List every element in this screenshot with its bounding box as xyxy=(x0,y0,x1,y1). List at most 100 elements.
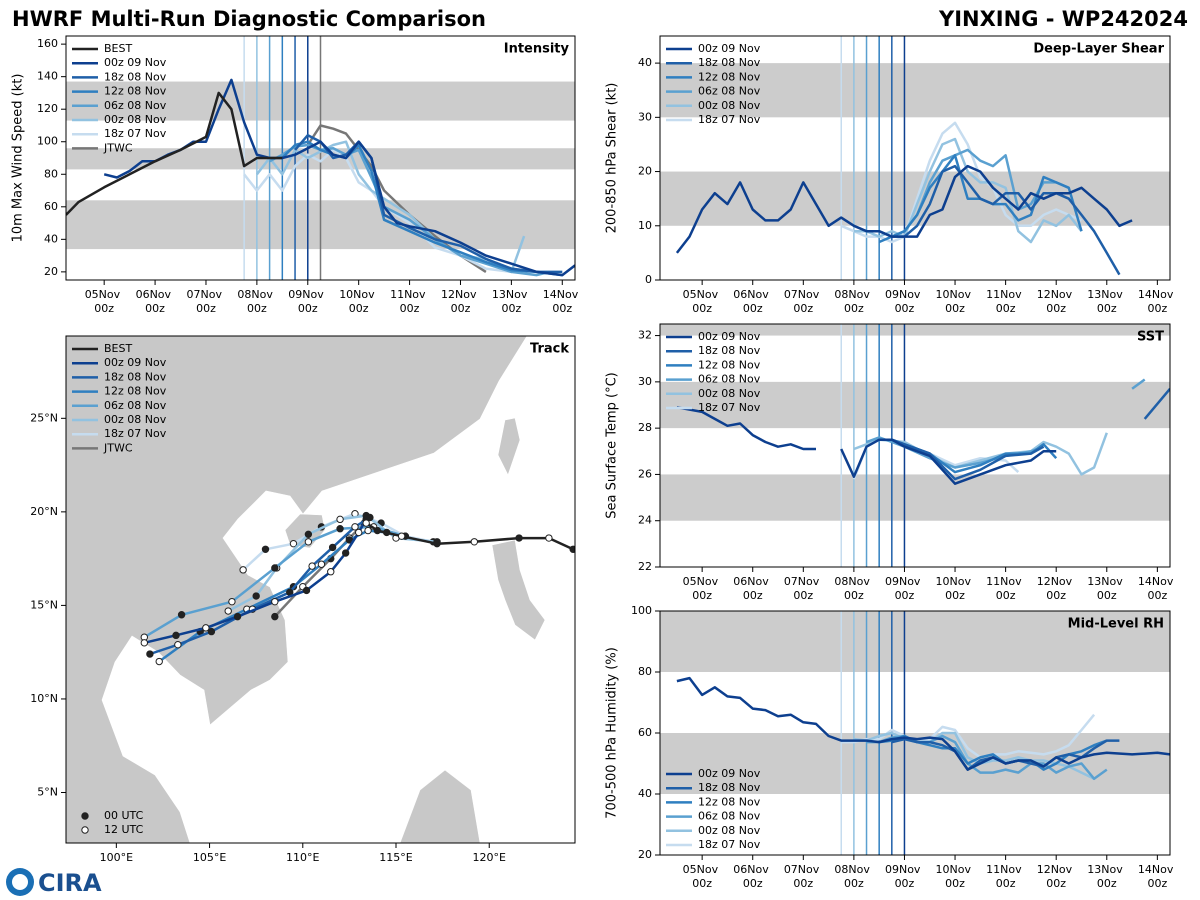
y-tick-label: 28 xyxy=(638,421,652,434)
logo-text: CIRA xyxy=(38,869,102,897)
track-point xyxy=(397,532,406,540)
track-point xyxy=(289,539,298,548)
legend-label: 00 UTC xyxy=(104,809,144,822)
x-tick-label: 05Nov 00z xyxy=(85,288,124,315)
y-axis-label: 200-850 hPa Shear (kt) xyxy=(605,83,620,234)
track-point xyxy=(304,530,313,539)
legend-label: BEST xyxy=(104,42,132,55)
legend-label: 06z 08 Nov xyxy=(698,85,761,98)
panel-title: Track xyxy=(530,342,569,357)
y-tick-label: 30 xyxy=(638,110,652,123)
track-point xyxy=(174,640,182,649)
track-point xyxy=(202,624,210,632)
legend-label: BEST xyxy=(104,342,132,355)
x-tick-label: 13Nov 00z xyxy=(1087,575,1126,602)
legend-label: 06z 08 Nov xyxy=(104,399,167,412)
panel-frame xyxy=(65,35,576,281)
band xyxy=(660,324,1170,336)
logo: CIRA xyxy=(6,868,102,897)
y-tick-label: 5°N xyxy=(37,785,58,798)
y-tick-label: 60 xyxy=(44,200,58,213)
panel-title: Mid-Level RH xyxy=(1068,617,1164,632)
legend-label: 00z 08 Nov xyxy=(104,413,167,426)
x-tick-label: 105°E xyxy=(193,851,226,864)
x-tick-label: 11Nov 00z xyxy=(986,863,1025,890)
track-point xyxy=(177,611,186,619)
x-tick-label: 10Nov 00z xyxy=(936,863,975,890)
track-point xyxy=(261,545,270,553)
x-tick-label: 12Nov 00z xyxy=(441,288,480,315)
panel-frame xyxy=(65,335,576,844)
legend-label: 00z 09 Nov xyxy=(104,56,167,69)
track-point xyxy=(317,560,326,568)
series-line xyxy=(891,387,1170,481)
legend-label: 18z 08 Nov xyxy=(698,781,761,794)
legend-label: 18z 07 Nov xyxy=(698,113,761,126)
track-point xyxy=(155,657,163,666)
series-line xyxy=(66,91,283,216)
y-tick-label: 120 xyxy=(37,102,58,115)
x-tick-label: 08Nov 00z xyxy=(237,288,276,315)
x-tick-label: 14Nov 00z xyxy=(543,288,582,315)
x-tick-label: 11Nov 00z xyxy=(986,575,1025,602)
legend-label: 12z 08 Nov xyxy=(698,358,761,371)
track-point xyxy=(328,543,337,552)
track-point xyxy=(304,538,313,546)
series-line xyxy=(675,164,1133,254)
track-point xyxy=(228,597,236,606)
track-point xyxy=(433,539,441,548)
band xyxy=(660,381,1170,429)
x-tick-label: 10Nov 00z xyxy=(936,575,975,602)
band xyxy=(660,63,1170,118)
legend-label: 12z 08 Nov xyxy=(104,85,167,98)
x-tick-label: 13Nov 00z xyxy=(492,288,531,315)
panel-title: SST xyxy=(1137,330,1164,345)
track-point xyxy=(308,562,316,570)
panel-title: Deep-Layer Shear xyxy=(1033,42,1164,57)
panel-title: Intensity xyxy=(504,42,570,57)
track-point xyxy=(569,545,575,553)
storm-name: YINXING - WP242024 xyxy=(938,7,1188,31)
series-line xyxy=(365,522,574,551)
x-tick-label: 09Nov 00z xyxy=(885,863,924,890)
x-tick-label: 07Nov 00z xyxy=(784,575,823,602)
series-line xyxy=(891,164,1121,276)
x-tick-label: 07Nov 00z xyxy=(186,288,225,315)
x-tick-label: 14Nov 00z xyxy=(1138,863,1177,890)
y-tick-label: 60 xyxy=(638,726,652,739)
legend-label: 12z 08 Nov xyxy=(698,70,761,83)
y-tick-label: 10°N xyxy=(30,692,58,705)
x-tick-label: 06Nov 00z xyxy=(136,288,175,315)
series-line xyxy=(306,124,487,273)
track-point xyxy=(224,607,232,615)
series-line xyxy=(676,676,1170,771)
track-point xyxy=(515,534,523,542)
track-point xyxy=(336,524,344,533)
x-tick-label: 09Nov 00z xyxy=(885,288,924,315)
y-tick-label: 30 xyxy=(638,375,652,388)
x-tick-label: 12Nov 00z xyxy=(1037,288,1076,315)
y-tick-label: 100 xyxy=(37,135,58,148)
x-tick-label: 06Nov 00z xyxy=(733,575,772,602)
y-tick-label: 40 xyxy=(638,787,652,800)
track-point xyxy=(252,592,260,600)
y-tick-label: 15°N xyxy=(30,598,58,611)
legend-label: 18z 07 Nov xyxy=(698,401,761,414)
track-point xyxy=(271,597,279,606)
track-point xyxy=(140,639,149,647)
y-tick-label: 160 xyxy=(37,37,58,50)
legend-label: 18z 08 Nov xyxy=(698,56,761,69)
band xyxy=(660,474,1170,521)
y-tick-label: 32 xyxy=(638,329,652,342)
x-tick-label: 08Nov 00z xyxy=(834,575,873,602)
legend-label: 00z 09 Nov xyxy=(698,42,761,55)
legend-label: JTWC xyxy=(103,141,133,154)
track-point xyxy=(271,564,279,572)
track-point xyxy=(341,549,350,557)
x-tick-label: 08Nov 00z xyxy=(834,863,873,890)
track-point xyxy=(351,523,359,531)
legend-label: 18z 08 Nov xyxy=(104,70,167,83)
y-tick-label: 25°N xyxy=(30,411,58,424)
track-point xyxy=(271,612,279,621)
y-tick-label: 20 xyxy=(638,848,652,861)
